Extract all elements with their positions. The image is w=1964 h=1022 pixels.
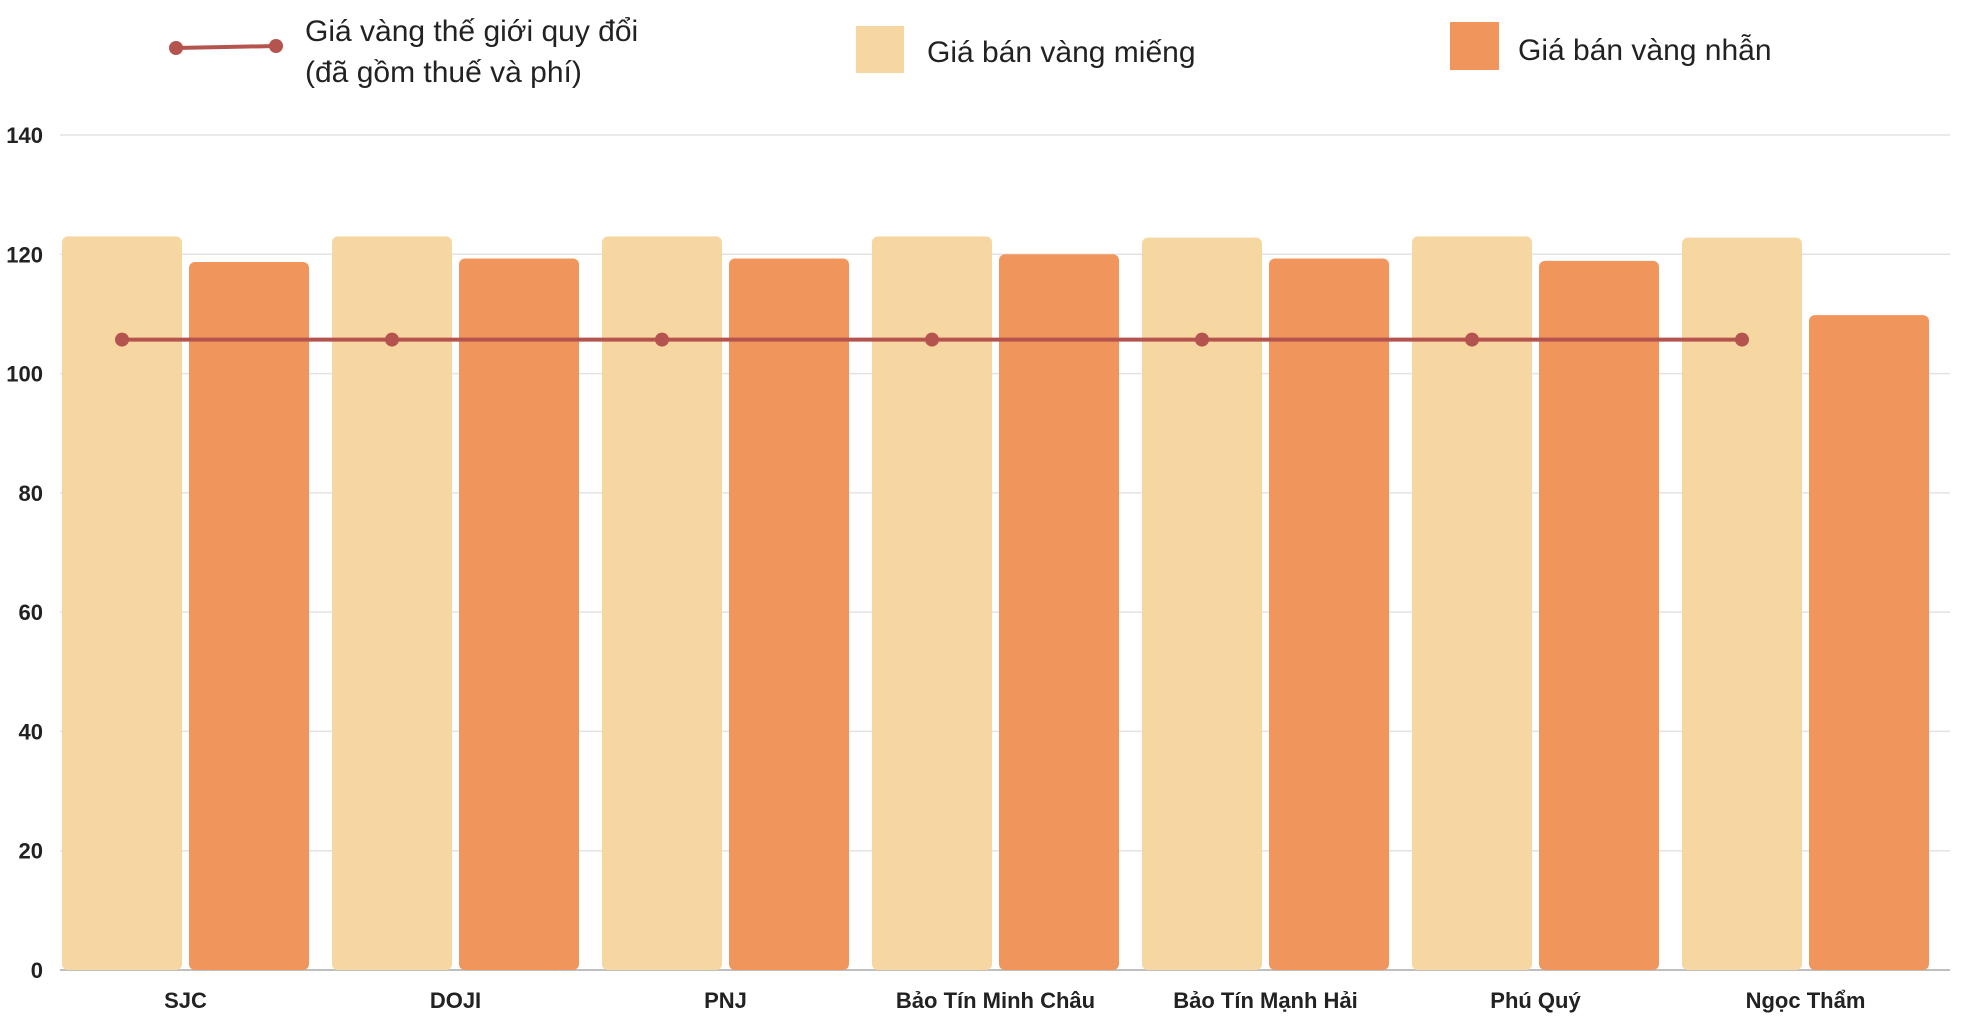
x-tick-label: PNJ [704, 988, 747, 1013]
bar-mieng-4 [1142, 237, 1262, 971]
bar-nhan-1 [459, 258, 579, 971]
line-point-1 [385, 332, 399, 347]
legend-line-swatch [175, 44, 277, 50]
legend: Giá vàng thế giới quy đổi (đã gồm thuế v… [169, 15, 1772, 89]
y-tick-label: 80 [19, 481, 43, 506]
legend-label-ring-gold: Giá bán vàng nhẫn [1518, 34, 1772, 67]
legend-label-world-gold: Giá vàng thế giới quy đổi [305, 15, 638, 48]
y-tick-label: 40 [19, 719, 43, 744]
line-point-2 [655, 332, 669, 347]
bar-mieng-2 [602, 236, 722, 971]
bar-nhan-6 [1809, 315, 1929, 970]
bar-nhan-0 [189, 262, 309, 970]
y-axis: 0 20 40 60 80 100 120 140 [6, 123, 43, 983]
x-tick-label: Bảo Tín Mạnh Hải [1173, 988, 1358, 1013]
y-tick-label: 140 [6, 123, 43, 148]
bar-nhan-3 [999, 254, 1119, 971]
line-point-4 [1195, 332, 1209, 347]
line-point-3 [925, 332, 939, 347]
legend-label-bar-gold: Giá bán vàng miếng [927, 36, 1196, 69]
bar-mieng-0 [62, 236, 182, 971]
legend-line-marker-end [269, 39, 283, 53]
legend-item-ring-gold: Giá bán vàng nhẫn [1450, 22, 1772, 70]
legend-item-bar-gold: Giá bán vàng miếng [856, 26, 1196, 73]
x-tick-label: DOJI [430, 988, 481, 1013]
x-tick-label: Bảo Tín Minh Châu [896, 988, 1095, 1013]
y-tick-label: 120 [6, 242, 43, 267]
legend-item-world-gold: Giá vàng thế giới quy đổi (đã gồm thuế v… [169, 15, 638, 89]
x-tick-label: Phú Quý [1490, 988, 1581, 1013]
bar-nhan-5 [1539, 260, 1659, 970]
line-series [115, 332, 1749, 347]
bar-nhan-4 [1269, 258, 1389, 971]
line-point-0 [115, 332, 129, 347]
line-point-5 [1465, 332, 1479, 347]
y-tick-label: 20 [19, 839, 43, 864]
x-tick-label: SJC [164, 988, 207, 1013]
x-axis: SJC DOJI PNJ Bảo Tín Minh Châu Bảo Tín Mạnh … [164, 988, 1865, 1013]
bar-nhan-2 [729, 258, 849, 971]
line-point-6 [1735, 332, 1749, 347]
legend-label-world-gold-line2: (đã gồm thuế và phí) [305, 56, 582, 89]
y-tick-label: 100 [6, 362, 43, 387]
legend-swatch-ring-gold [1450, 22, 1499, 70]
bar-mieng-6 [1682, 237, 1802, 971]
legend-line-marker-start [169, 41, 183, 55]
bars [62, 236, 1929, 971]
bar-mieng-1 [332, 236, 452, 971]
bar-mieng-3 [872, 236, 992, 971]
y-tick-label: 0 [31, 958, 43, 983]
y-tick-label: 60 [19, 600, 43, 625]
bar-mieng-5 [1412, 236, 1532, 971]
x-tick-label: Ngọc Thẩm [1746, 988, 1866, 1013]
legend-swatch-bar-gold [856, 26, 904, 73]
